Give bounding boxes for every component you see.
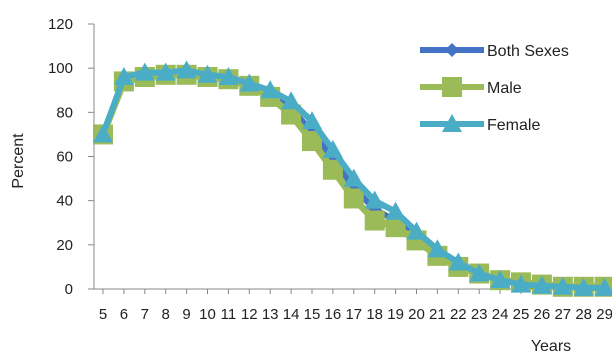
y-tick-label: 20 — [56, 237, 73, 254]
x-tick-label: 24 — [492, 306, 509, 323]
x-tick-label: 20 — [408, 306, 425, 323]
x-tick-label: 9 — [182, 306, 190, 323]
x-tick-label: 28 — [575, 306, 592, 323]
x-tick-label: 27 — [554, 306, 571, 323]
male-point — [302, 131, 322, 152]
legend-label: Female — [487, 117, 540, 134]
female-point — [239, 73, 260, 92]
y-axis-title: Percent — [10, 133, 27, 189]
male-point — [364, 210, 385, 231]
female-point — [302, 111, 322, 130]
female-point — [134, 62, 155, 81]
female-point — [93, 124, 113, 143]
female-point — [511, 274, 531, 293]
x-tick-label: 26 — [534, 306, 551, 323]
axes: 0 20 40 60 80 100 120 5 6 7 8 9 10 11 12 13 14 15 16 17 18 19… — [48, 16, 612, 323]
x-tick-label: 15 — [304, 306, 321, 323]
female-point — [427, 239, 448, 258]
female-point — [469, 263, 490, 282]
female-series — [93, 60, 612, 296]
x-tick-label: 29 — [596, 306, 612, 323]
legend-item-both-sexes: Both Sexes — [420, 43, 569, 60]
female-point — [490, 270, 511, 289]
x-tick-label: 13 — [262, 306, 279, 323]
male-point — [385, 217, 406, 238]
female-point — [260, 80, 281, 99]
x-tick-label: 5 — [99, 306, 107, 323]
x-tick-label: 23 — [471, 306, 488, 323]
x-tick-label: 14 — [283, 306, 300, 323]
x-tick-label: 25 — [513, 306, 530, 323]
female-point — [531, 275, 552, 294]
female-point — [197, 64, 218, 83]
y-tick-label: 0 — [65, 281, 73, 298]
y-tick-label: 80 — [56, 104, 73, 121]
legend-item-male: Male — [420, 77, 522, 97]
x-tick-label: 10 — [199, 306, 216, 323]
male-point — [343, 188, 364, 209]
female-point — [155, 62, 176, 81]
x-tick-label: 16 — [325, 306, 342, 323]
female-point — [594, 277, 612, 296]
female-point — [552, 276, 573, 295]
x-tick-label: 8 — [162, 306, 170, 323]
y-tick-label: 40 — [56, 193, 73, 210]
female-point — [385, 201, 406, 220]
y-tick-label: 100 — [48, 60, 73, 77]
female-point — [322, 139, 343, 158]
legend-label: Male — [487, 80, 522, 97]
legend-marker — [445, 43, 459, 57]
x-tick-label: 12 — [241, 306, 258, 323]
female-point — [176, 60, 197, 79]
female-point — [343, 168, 364, 187]
female-point — [218, 67, 239, 85]
legend: Both Sexes Male Female — [420, 43, 569, 134]
y-tick-label: 120 — [48, 16, 73, 33]
plot-area — [93, 60, 612, 297]
y-tick-label: 60 — [56, 149, 73, 166]
legend-item-female: Female — [420, 114, 540, 134]
female-point — [573, 277, 594, 296]
x-tick-label: 17 — [345, 306, 362, 323]
legend-marker — [442, 114, 462, 132]
legend-marker — [442, 77, 462, 97]
x-tick-label: 7 — [141, 306, 149, 323]
female-point — [364, 190, 385, 209]
female-point — [448, 252, 469, 271]
x-tick-label: 11 — [221, 306, 237, 323]
x-axis-title: Years — [531, 338, 571, 354]
female-point — [113, 67, 134, 85]
x-tick-label: 6 — [120, 306, 128, 323]
female-point — [281, 91, 302, 110]
male-point — [322, 159, 343, 180]
female-point — [406, 221, 427, 240]
x-tick-label: 19 — [387, 306, 404, 323]
x-tick-label: 22 — [450, 306, 467, 323]
legend-label: Both Sexes — [487, 43, 569, 60]
x-tick-label: 21 — [429, 306, 446, 323]
x-tick-label: 18 — [366, 306, 383, 323]
